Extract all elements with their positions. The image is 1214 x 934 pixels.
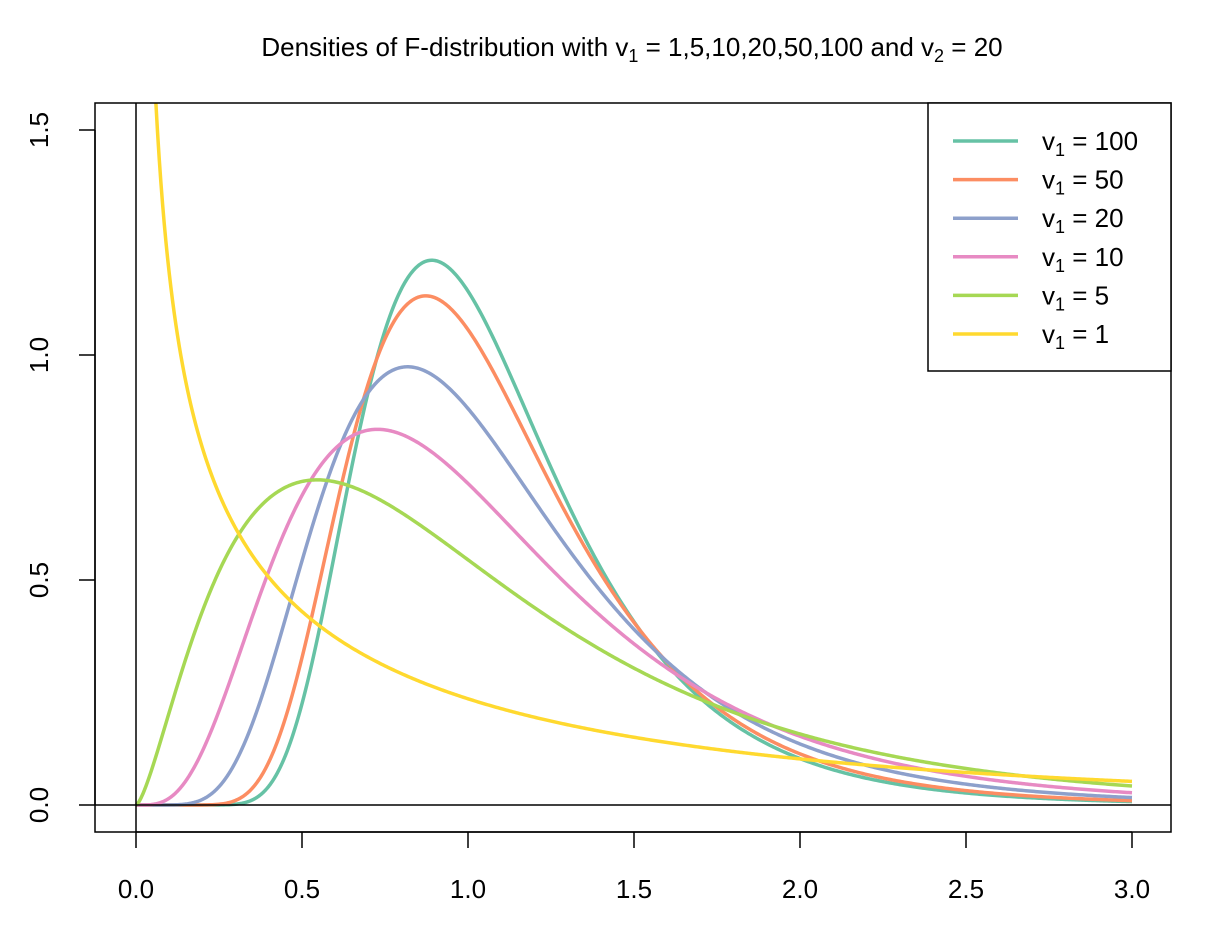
- x-tick-label: 0.0: [118, 874, 154, 904]
- x-tick-label: 3.0: [1114, 874, 1150, 904]
- x-axis-labels: 0.0 0.5 1.0 1.5 2.0 2.5 3.0: [118, 874, 1150, 904]
- legend-label: v1 = 50: [1042, 165, 1124, 199]
- series-lines: [134, 103, 1133, 807]
- title-middle: = 1,5,10,20,50,100 and v: [638, 32, 934, 62]
- legend-label: v1 = 20: [1042, 203, 1124, 237]
- legend-box: [927, 102, 1172, 372]
- legend-label: v1 = 5: [1042, 280, 1109, 314]
- series-line-df1-5: [134, 478, 1133, 807]
- title-suffix: = 20: [944, 32, 1003, 62]
- legend-label: v1 = 1: [1042, 319, 1109, 353]
- title-prefix: Densities of F-distribution with v: [261, 32, 628, 62]
- series-line-df1-50: [135, 294, 1133, 807]
- y-tick-label: 1.5: [24, 112, 54, 148]
- series-line-df1-10: [135, 427, 1133, 807]
- x-tick-label: 0.5: [284, 874, 320, 904]
- legend-label: v1 = 100: [1042, 126, 1138, 160]
- chart-title: Densities of F-distribution with v1 = 1,…: [261, 32, 1002, 66]
- y-tick-label: 0.0: [24, 787, 54, 823]
- x-tick-label: 1.5: [616, 874, 652, 904]
- x-tick-label: 2.0: [782, 874, 818, 904]
- title-sub2: 2: [934, 46, 944, 66]
- legend: v1 = 100 v1 = 50 v1 = 20 v1 = 10 v1 = 5 v1 = …: [927, 102, 1172, 372]
- y-axis-ticks: [79, 129, 95, 806]
- series-line-df1-1: [154, 103, 1133, 784]
- y-tick-label: 0.5: [24, 562, 54, 598]
- title-sub1: 1: [628, 46, 638, 66]
- y-axis-labels: 0.0 0.5 1.0 1.5: [24, 112, 54, 823]
- y-tick-label: 1.0: [24, 337, 54, 373]
- x-tick-label: 1.0: [450, 874, 486, 904]
- x-axis-ticks: [135, 832, 1133, 848]
- series-line-df1-20: [135, 365, 1133, 807]
- x-tick-label: 2.5: [948, 874, 984, 904]
- legend-label: v1 = 10: [1042, 242, 1124, 276]
